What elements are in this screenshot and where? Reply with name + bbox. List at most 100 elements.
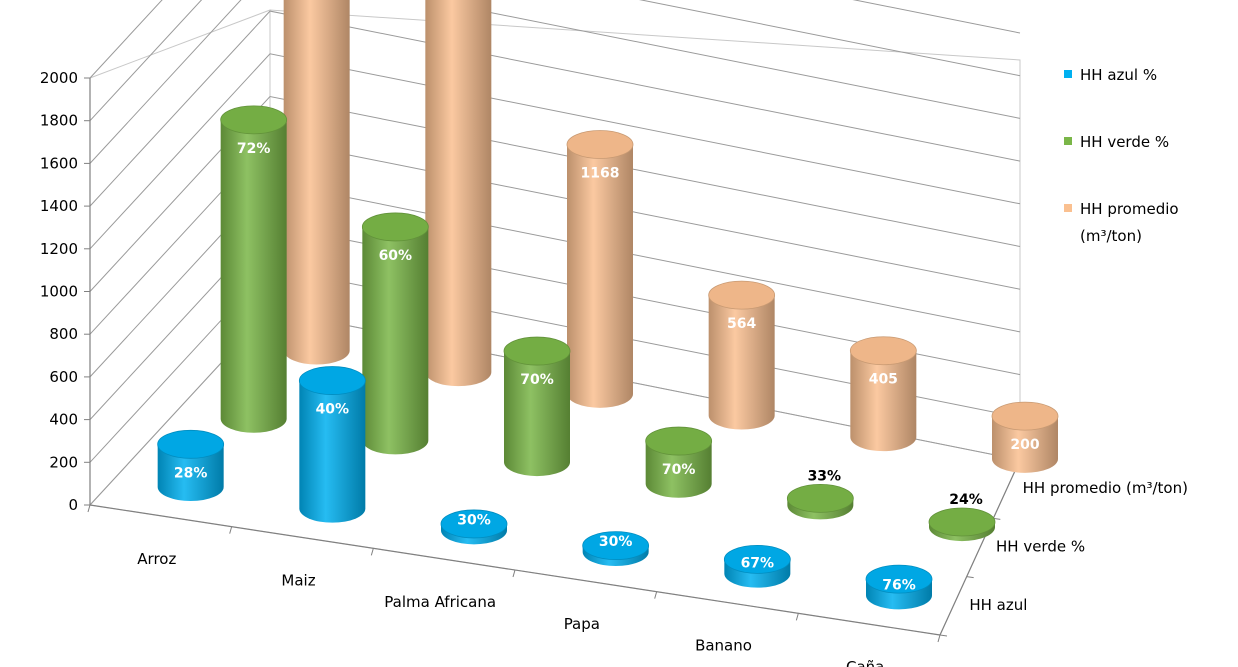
gridline xyxy=(89,0,1021,79)
data-label: 564 xyxy=(727,316,756,332)
bar-top xyxy=(157,429,225,459)
data-label: 33% xyxy=(808,468,842,484)
y-tick-label: 1400 xyxy=(40,197,78,215)
legend-swatch xyxy=(1064,137,1072,145)
bar-body xyxy=(299,380,366,523)
bar-top xyxy=(708,280,776,310)
x-tick-mark xyxy=(937,634,941,643)
data-label: 72% xyxy=(237,141,271,157)
bar-body xyxy=(992,416,1058,473)
legend-label: HH azul % xyxy=(1080,66,1157,84)
depth-label: HH azul xyxy=(969,596,1027,614)
depth-label: HH verde % xyxy=(996,538,1085,556)
axes xyxy=(87,78,1028,643)
bar-body xyxy=(283,0,350,365)
depth-axis-line xyxy=(939,459,1021,636)
x-tick-mark xyxy=(229,526,233,534)
depth-label: HH promedio (m³/ton) xyxy=(1023,479,1188,497)
depth-tick-mark xyxy=(939,634,948,637)
bar-top xyxy=(645,426,713,456)
gridline xyxy=(89,0,1021,164)
bar-top xyxy=(865,564,933,594)
y-tick-label: 200 xyxy=(49,453,78,471)
category-labels: Arroz Maiz Palma Africana Papa Banano Caña xyxy=(137,550,884,667)
bar-top xyxy=(786,483,854,513)
category-label: Arroz xyxy=(137,550,176,568)
data-label: 30% xyxy=(457,512,491,528)
legend-swatch xyxy=(1064,70,1072,78)
legend: HH azul % HH verde % HH promedio (m³/ton) xyxy=(1064,66,1179,245)
bar-1-4: 33% xyxy=(786,468,854,520)
legend-label: HH promedio xyxy=(1080,200,1179,218)
y-tick-label: 1600 xyxy=(40,154,78,172)
y-tick-label: 1200 xyxy=(40,240,78,258)
bar-top xyxy=(503,336,571,366)
gridline xyxy=(89,53,1021,250)
x-tick-mark xyxy=(87,504,91,513)
bar-top xyxy=(220,105,288,135)
category-label: Caña xyxy=(846,658,884,667)
data-label: 60% xyxy=(379,248,413,264)
bar-top xyxy=(928,507,996,537)
data-label: 30% xyxy=(599,534,633,550)
gridline xyxy=(89,95,1021,292)
bar-top xyxy=(991,401,1059,431)
bar-2-2: 1168 xyxy=(566,130,634,408)
gridline xyxy=(89,10,1021,207)
x-tick-mark xyxy=(795,613,799,621)
y-tick-label: 1800 xyxy=(40,112,78,130)
legend-label-line2: (m³/ton) xyxy=(1080,227,1142,245)
bar-2-3: 564 xyxy=(708,280,776,430)
data-label: 200 xyxy=(1010,437,1039,453)
y-tick-label: 400 xyxy=(49,411,78,429)
x-tick-mark xyxy=(370,548,374,556)
y-axis-ticks: 0 200 400 600 800 1000 1200 1400 1600 1800 2000 xyxy=(40,69,78,514)
data-label: 67% xyxy=(741,556,775,572)
bar-0-2: 30% xyxy=(440,509,508,545)
bar-top xyxy=(582,531,650,561)
category-label: Maiz xyxy=(281,572,315,590)
data-label: 405 xyxy=(869,372,898,388)
bar-body xyxy=(645,441,712,498)
bar-body xyxy=(220,119,287,433)
bar-2-4: 405 xyxy=(849,336,917,452)
legend-swatch xyxy=(1064,204,1072,212)
bar-2-1: 1932 xyxy=(425,0,492,387)
category-label: Palma Africana xyxy=(384,593,496,611)
legend-label: HH verde % xyxy=(1080,133,1169,151)
bar-1-0: 72% xyxy=(220,105,288,433)
bar-body xyxy=(567,144,633,408)
bar-2-0: 1974 xyxy=(283,0,350,365)
bar-1-1: 60% xyxy=(361,212,429,455)
bar-body xyxy=(425,0,492,387)
data-label: 70% xyxy=(520,372,554,388)
bar-1-3: 70% xyxy=(645,426,713,498)
data-label: 24% xyxy=(949,492,983,508)
bar-top xyxy=(361,212,429,242)
category-label: Papa xyxy=(564,615,600,633)
data-label: 28% xyxy=(174,465,208,481)
bar-body xyxy=(362,226,429,455)
data-label: 40% xyxy=(316,402,350,418)
depth-axis-labels: HH promedio (m³/ton) HH verde % HH azul xyxy=(969,479,1188,614)
y-tick-label: 600 xyxy=(49,368,78,386)
bar-2-5: 200 xyxy=(991,401,1059,473)
data-label: 70% xyxy=(662,462,696,478)
bar-0-5: 76% xyxy=(865,564,933,610)
bar-body xyxy=(504,351,570,477)
bar-top xyxy=(440,509,508,539)
x-tick-mark xyxy=(654,591,658,599)
y-tick-label: 2000 xyxy=(40,69,78,87)
bar-1-5: 24% xyxy=(928,492,996,542)
bar-1-2: 70% xyxy=(503,336,571,477)
bar-body xyxy=(850,350,917,452)
bar-body xyxy=(157,444,224,502)
bar-body xyxy=(708,295,775,430)
bar-top xyxy=(723,544,791,574)
bar-top xyxy=(298,366,366,395)
bars: 1974 1932 1168 564 405 200 72% 60% 70% 70% 33% 24% 2… xyxy=(157,0,1059,610)
bar-0-4: 67% xyxy=(723,544,791,588)
bar-top xyxy=(566,130,634,159)
category-label: Banano xyxy=(695,637,752,655)
